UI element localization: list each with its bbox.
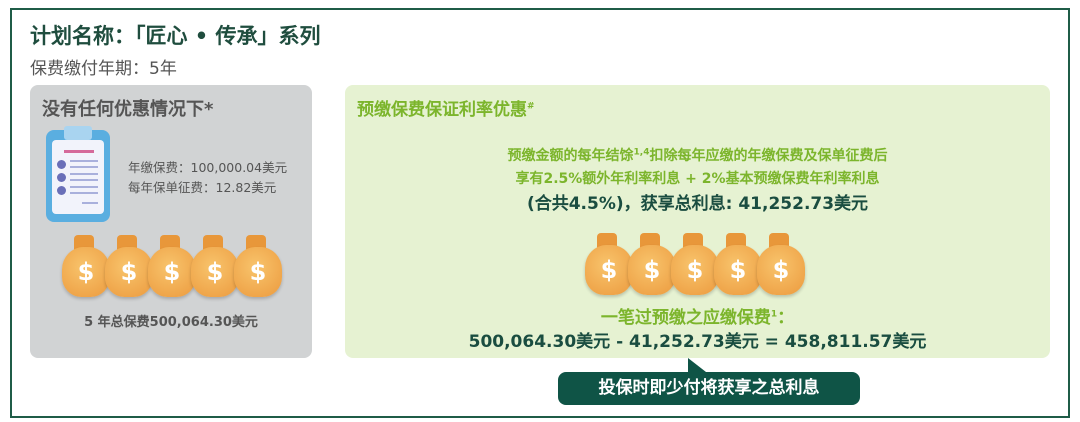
money-bag-icon: $ (105, 235, 153, 297)
equation: 500,064.30美元 - 41,252.73美元 = 458,811.57美… (468, 332, 927, 352)
money-bag-icon: $ (148, 235, 196, 297)
total-interest: (合共4.5%)，获享总利息: 41,252.73美元 (526, 194, 869, 214)
money-bags-left: $ $ $ $ $ (62, 235, 282, 297)
money-bag-icon: $ (714, 233, 762, 295)
five-year-total: 5 年总保费500,064.30美元 (84, 315, 258, 330)
money-bag-icon: $ (585, 233, 633, 295)
outer-frame (10, 8, 1070, 418)
prepay-line-1: 预缴金额的每年结馀1,4扣除每年应缴的年缴保费及保单征费后 (507, 147, 888, 164)
money-bags-right: $ $ $ $ $ (585, 233, 805, 295)
no-discount-title: 没有任何优惠情况下* (42, 99, 214, 120)
lump-sum-label: 一笔过预缴之应缴保费1： (600, 308, 795, 328)
no-discount-panel: 没有任何优惠情况下* 年缴保费：100,000.04美元 每年保单征费：12.8… (30, 85, 312, 358)
plan-title: 计划名称：「匠心 • 传承」系列 (30, 24, 321, 48)
prepay-panel: 预缴保费保证利率优惠# 预缴金额的每年结馀1,4扣除每年应缴的年缴保费及保单征费… (345, 85, 1050, 358)
money-bag-icon: $ (191, 235, 239, 297)
clipboard-icon (46, 126, 110, 222)
prepay-line-2: 享有2.5%额外年利率利息 + 2%基本预缴保费年利率利息 (515, 171, 880, 187)
annual-premium: 年缴保费：100,000.04美元 (128, 160, 288, 175)
money-bag-icon: $ (671, 233, 719, 295)
prepay-title: 预缴保费保证利率优惠# (357, 100, 535, 120)
annual-levy: 每年保单征费：12.82美元 (128, 180, 277, 195)
money-bag-icon: $ (234, 235, 282, 297)
payment-period: 保费缴付年期：5年 (30, 59, 177, 79)
money-bag-icon: $ (62, 235, 110, 297)
money-bag-icon: $ (757, 233, 805, 295)
money-bag-icon: $ (628, 233, 676, 295)
callout-banner: 投保时即少付将获享之总利息 (558, 358, 860, 405)
